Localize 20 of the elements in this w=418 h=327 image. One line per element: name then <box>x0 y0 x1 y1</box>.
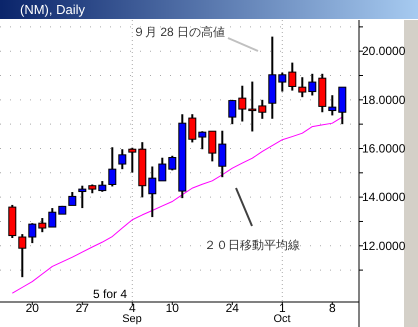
x-tick-label: 20 <box>26 301 40 315</box>
annotation: ２０日移動平均線 <box>204 238 300 252</box>
annotation: Oct <box>273 313 291 325</box>
annotation: Sep <box>122 313 142 325</box>
annotation: 5 for 4 <box>93 287 128 301</box>
x-tick-label: 8 <box>328 301 336 315</box>
y-tick-label: 12.0000 <box>362 238 406 253</box>
chart-title: (NM), Daily <box>20 2 86 17</box>
x-tick-label: 10 <box>166 301 180 315</box>
annotation: ２０日移動平均線 <box>204 188 300 252</box>
x-tick-label: 4 <box>128 301 136 315</box>
y-tick-label: 18.0000 <box>362 92 406 107</box>
y-tick-label: 20.0000 <box>362 44 406 58</box>
annotation: ９月 28 日の高値 <box>133 25 226 39</box>
x-tick-label: 24 <box>226 301 240 315</box>
y-tick-label: 16.0000 <box>362 141 406 156</box>
x-tick-label: 27 <box>76 301 90 315</box>
y-tick-label: 14.0000 <box>362 190 406 204</box>
annotation: ９月 28 日の高値 <box>133 25 258 52</box>
x-tick-label: 1 <box>278 301 286 315</box>
